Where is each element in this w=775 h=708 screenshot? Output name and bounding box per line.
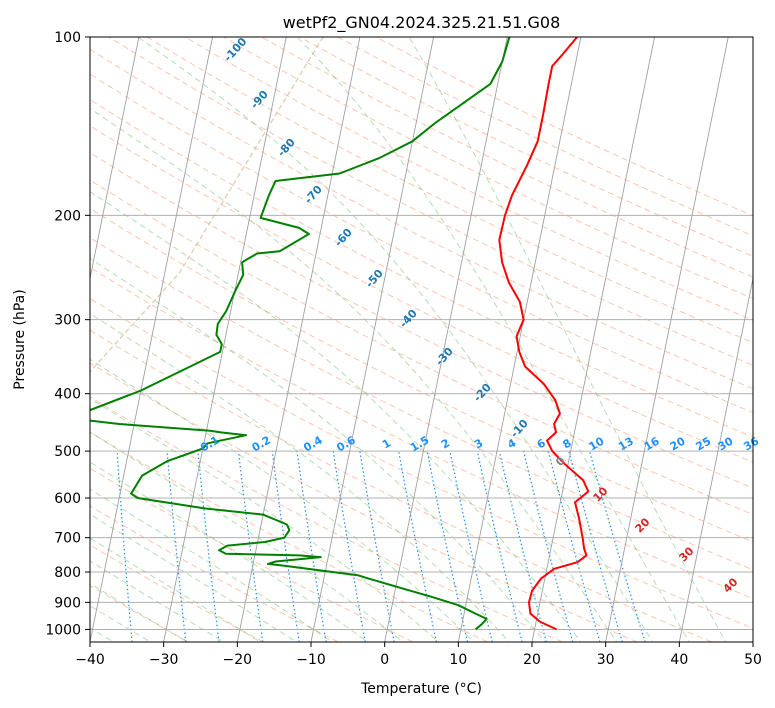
isotherm-line — [384, 37, 508, 642]
dry-adiabat-line — [90, 585, 190, 642]
isotherm-line — [236, 37, 361, 642]
mixing-ratio-line — [547, 450, 601, 642]
x-axis-title: Temperature (°C) — [360, 681, 482, 697]
mixing-ratio-line — [523, 450, 574, 642]
y-tick-label: 300 — [54, 313, 81, 329]
y-tick-label: 900 — [54, 595, 81, 611]
moist-adiabat-line — [90, 431, 404, 642]
y-tick-label: 600 — [54, 491, 81, 507]
moist-adiabat-line — [90, 358, 475, 642]
y-tick-label: 500 — [54, 444, 81, 460]
x-tick-label: 10 — [449, 652, 467, 668]
dry-adiabat-line — [90, 125, 753, 463]
moist-adiabat-line — [90, 257, 546, 642]
x-tick-label: 40 — [670, 652, 688, 668]
plot-frame — [89, 36, 754, 643]
chart-title: wetPf2_GN04.2024.325.21.51.G08 — [283, 13, 561, 33]
y-tick-label: 800 — [54, 565, 81, 581]
isotherm-line — [310, 37, 435, 642]
mixing-ratio-line — [426, 450, 469, 642]
mixing-ratio-line — [568, 450, 623, 642]
dry-adiabat-line — [90, 362, 638, 642]
sounding-profiles — [90, 37, 590, 631]
x-tick-label: −40 — [75, 652, 105, 668]
dry-adiabat-line — [90, 73, 753, 414]
moist-adiabat-line — [137, 37, 654, 642]
isotherm-line — [605, 37, 729, 642]
dry-adiabat-line — [90, 267, 753, 600]
y-tick-label: 400 — [54, 387, 81, 403]
mixing-ratio-line — [166, 451, 187, 642]
mixing-ratio-line — [237, 451, 264, 642]
y-tick-label: 700 — [54, 531, 81, 547]
dry-adiabat-line — [90, 329, 712, 642]
y-tick-label: 100 — [54, 30, 81, 46]
dry-adiabat-line — [90, 237, 753, 571]
temperature-profile-line — [498, 37, 590, 631]
moist-adiabat-line — [90, 488, 334, 642]
dry-adiabat-line — [90, 431, 488, 642]
x-tick-label: −30 — [149, 652, 179, 668]
x-tick-label: 50 — [744, 652, 762, 668]
mixing-ratio-line — [296, 451, 327, 642]
moist-adiabat-line — [90, 190, 582, 642]
moist-adiabat-line — [90, 107, 618, 642]
dry-adiabat-line — [184, 37, 753, 321]
mixing-ratio-line — [589, 450, 646, 642]
isotherm-line — [90, 37, 214, 642]
x-tick-label: 20 — [523, 652, 541, 668]
moist-adiabat-line — [408, 37, 727, 642]
isotherm-line — [678, 276, 753, 642]
mixing-ratio-line — [197, 451, 220, 642]
y-tick-label: 1000 — [45, 622, 81, 638]
moist-adiabat-line — [90, 582, 189, 642]
isotherm-line — [163, 37, 287, 642]
moist-adiabat-line — [90, 312, 511, 642]
dry-adiabat-line — [90, 505, 339, 642]
x-tick-label: 0 — [380, 652, 389, 668]
moist-adiabat-line — [90, 461, 369, 642]
moist-adiabat-line — [90, 397, 440, 642]
background-lines — [90, 37, 753, 642]
dry-adiabat-line — [90, 207, 753, 543]
dry-adiabat-line — [90, 152, 753, 489]
dry-adiabat-line — [90, 297, 753, 629]
dry-adiabat-line — [90, 48, 753, 390]
isotherm-line — [531, 37, 656, 642]
y-axis-title: Pressure (hPa) — [12, 289, 28, 389]
x-tick-label: 30 — [597, 652, 615, 668]
dewpoint-profile-line — [90, 37, 511, 631]
axes: −40 −30 −20 −10 0 10 20 30 40 50 100 200 300 400 500 60… — [45, 30, 762, 668]
reference-curve — [90, 37, 324, 373]
moist-adiabat-line — [90, 560, 225, 642]
y-tick-label: 200 — [54, 208, 81, 224]
mixing-ratio-line — [498, 450, 547, 642]
isotherm-line — [457, 37, 582, 642]
mixing-ratio-line — [271, 451, 300, 642]
mixing-ratio-line — [398, 450, 437, 642]
mixing-ratio-line — [476, 450, 523, 642]
x-tick-label: −20 — [223, 652, 253, 668]
moist-adiabat-line — [90, 537, 262, 642]
x-tick-label: −10 — [296, 652, 326, 668]
isotherm-line — [90, 37, 140, 281]
dry-adiabat-line — [90, 396, 563, 642]
